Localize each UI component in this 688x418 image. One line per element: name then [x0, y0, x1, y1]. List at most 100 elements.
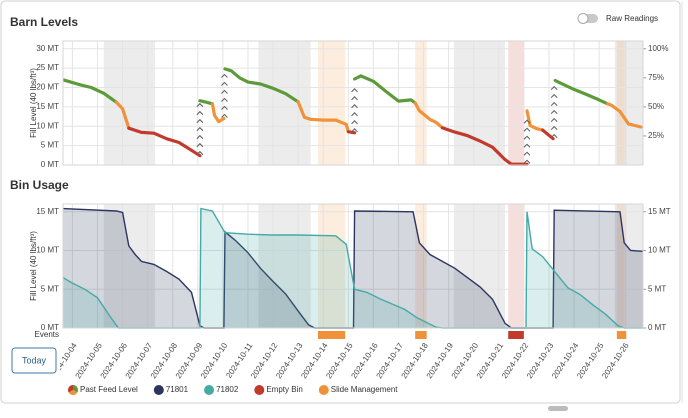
legend-icon: [68, 385, 73, 393]
refill-chevron: [550, 85, 558, 91]
events-label: Events: [35, 330, 59, 339]
refill-chevron: [550, 109, 558, 115]
y2-tick-label: 15 MT: [648, 207, 671, 216]
refill-chevron: [351, 104, 358, 109]
shaded-period: [258, 204, 311, 328]
y2-tick-label: 5 MT: [648, 284, 666, 293]
refill-chevron: [221, 81, 228, 86]
feed-level-line: [605, 102, 643, 129]
event-bar: [317, 331, 346, 339]
event-band: [317, 41, 346, 165]
y-axis-label: Fill Level (40 lbs/ft³): [29, 231, 38, 301]
y-tick-label: 0 MT: [41, 160, 59, 169]
plot-border: [62, 203, 644, 329]
feed-level-line: [346, 130, 357, 135]
plot-area: [63, 41, 643, 166]
feed-level-line: [353, 74, 417, 105]
legend-label: 71802: [216, 385, 239, 394]
y2-tick-label: 75%: [648, 73, 664, 82]
event-bar: [616, 331, 627, 339]
toggle-knob[interactable]: [577, 13, 589, 24]
bin-area: [63, 208, 643, 328]
bin-area: [63, 208, 643, 328]
event-band: [616, 41, 627, 165]
scrollbar-thumb[interactable]: [548, 406, 568, 411]
shaded-period: [103, 204, 155, 328]
refill-chevron: [221, 73, 228, 78]
shaded-period: [453, 41, 506, 165]
plot-area: [63, 204, 643, 329]
feed-level-line: [114, 100, 131, 130]
y2-tick-label: 100%: [648, 44, 668, 53]
event-bar: [415, 331, 427, 339]
refill-chevron: [221, 105, 228, 110]
today-button[interactable]: Today: [11, 347, 57, 374]
button-label[interactable]: Today: [22, 355, 47, 365]
feed-level-line: [413, 101, 444, 130]
feed-level-line: [198, 99, 214, 106]
refill-chevron: [351, 128, 358, 133]
refill-chevron: [196, 110, 204, 116]
shaded-period: [103, 41, 155, 165]
legend-icon: [153, 385, 164, 395]
legend-label: Slide Management: [331, 385, 398, 394]
refill-chevron: [523, 159, 531, 164]
toggle-label[interactable]: Raw Readings: [606, 14, 658, 23]
event-band: [616, 204, 627, 328]
refill-chevron: [196, 134, 204, 140]
y-tick-label: 10 MT: [36, 246, 59, 255]
refill-chevron: [196, 126, 204, 132]
y-tick-label: 30 MT: [36, 44, 59, 53]
y2-tick-label: 10 MT: [648, 246, 671, 255]
feed-level-line: [525, 109, 545, 132]
event-band: [415, 204, 427, 328]
refill-chevron: [550, 93, 558, 99]
refill-chevron: [351, 96, 358, 101]
y-tick-label: 5 MT: [41, 141, 59, 150]
y-tick-label: 0 MT: [41, 323, 59, 332]
refill-chevron: [523, 127, 531, 132]
refill-chevron: [221, 113, 228, 118]
legend-label: 71801: [166, 385, 189, 394]
refill-chevron: [523, 143, 531, 148]
event-band: [415, 41, 427, 165]
plot-border: [62, 40, 644, 166]
event-bar: [508, 331, 524, 339]
y-tick-label: 10 MT: [36, 121, 59, 130]
legend-icon: [73, 385, 78, 393]
feed-level-line: [210, 102, 226, 124]
y2-tick-label: 0 MT: [648, 323, 666, 332]
event-band: [317, 204, 346, 328]
chart-title: Barn Levels: [10, 15, 78, 29]
raw-readings-toggle[interactable]: Raw Readings: [577, 13, 658, 24]
legend-label: Empty Bin: [266, 385, 302, 394]
y-axis-label: Fill Level (40 lbs/ft³): [29, 68, 38, 138]
bin-line: [63, 207, 643, 329]
refill-chevron: [351, 112, 358, 117]
feed-level-line: [223, 67, 300, 104]
y-tick-label: 5 MT: [41, 284, 59, 293]
feed-level-line: [127, 126, 202, 158]
y-tick-label: 20 MT: [36, 83, 59, 92]
button-frame[interactable]: [11, 347, 57, 374]
shaded-period: [614, 41, 643, 165]
y2-tick-label: 25%: [648, 131, 664, 140]
refill-chevron: [351, 88, 358, 93]
feed-level-line: [553, 78, 610, 106]
y2-tick-label: 50%: [648, 102, 664, 111]
refill-chevron: [550, 125, 558, 131]
refill-chevron: [196, 142, 204, 148]
feed-level-line: [296, 100, 350, 134]
refill-chevron: [550, 101, 558, 107]
legend-icon: [254, 385, 265, 395]
refill-chevron: [221, 97, 228, 102]
refill-chevron: [523, 135, 531, 140]
y-tick-label: 25 MT: [36, 63, 59, 72]
refill-chevron: [550, 117, 558, 123]
event-band: [508, 204, 524, 328]
feed-level-line: [63, 78, 118, 104]
legend-icon: [204, 385, 215, 395]
event-band: [508, 41, 524, 165]
legend-icon: [318, 385, 329, 395]
